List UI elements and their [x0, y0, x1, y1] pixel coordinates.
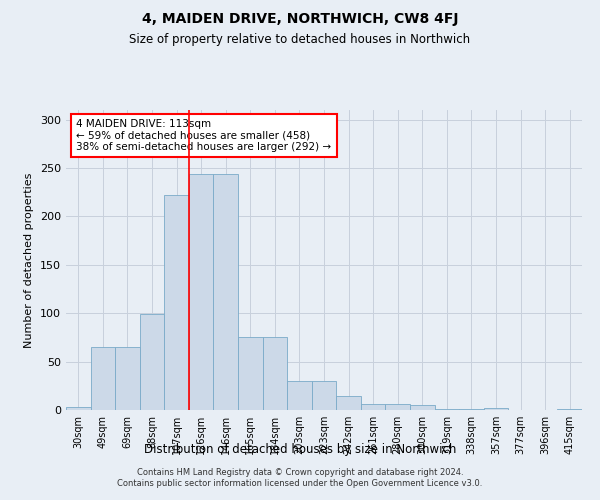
Text: Distribution of detached houses by size in Northwich: Distribution of detached houses by size … [144, 442, 456, 456]
Text: 4 MAIDEN DRIVE: 113sqm
← 59% of detached houses are smaller (458)
38% of semi-de: 4 MAIDEN DRIVE: 113sqm ← 59% of detached… [76, 119, 331, 152]
Bar [91, 347, 115, 410]
Bar [312, 381, 336, 410]
Text: Size of property relative to detached houses in Northwich: Size of property relative to detached ho… [130, 32, 470, 46]
Bar [214, 174, 238, 410]
Bar [484, 408, 508, 410]
Bar [434, 409, 459, 410]
Bar [263, 338, 287, 410]
Bar [164, 195, 189, 410]
Bar [410, 405, 434, 410]
Bar [385, 404, 410, 410]
Bar [189, 174, 214, 410]
Bar [361, 404, 385, 410]
Bar [140, 314, 164, 410]
Bar [238, 338, 263, 410]
Y-axis label: Number of detached properties: Number of detached properties [25, 172, 34, 348]
Bar [66, 407, 91, 410]
Text: Contains HM Land Registry data © Crown copyright and database right 2024.
Contai: Contains HM Land Registry data © Crown c… [118, 468, 482, 487]
Bar [115, 347, 140, 410]
Bar [336, 396, 361, 410]
Bar [287, 381, 312, 410]
Text: 4, MAIDEN DRIVE, NORTHWICH, CW8 4FJ: 4, MAIDEN DRIVE, NORTHWICH, CW8 4FJ [142, 12, 458, 26]
Bar [459, 409, 484, 410]
Bar [557, 409, 582, 410]
